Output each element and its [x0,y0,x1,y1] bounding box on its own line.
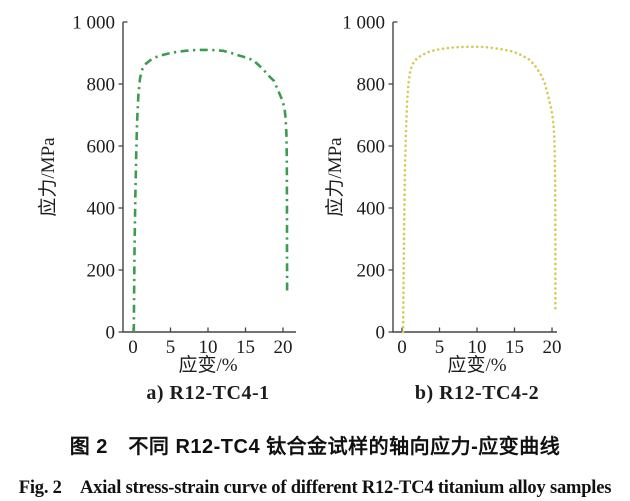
x-tick-label: 15 [505,337,524,358]
figure-caption-zh: 图 2 不同 R12-TC4 钛合金试样的轴向应力-应变曲线 [69,436,561,458]
y-tick-label: 1 000 [342,13,385,34]
subplot-b: 0 5 10 15 20 0 200 400 600 800 1 000 应变/% 应力/MPa b) R… [315,0,630,410]
curve-R12-TC4-2 [401,45,557,334]
x-tick-label: 20 [543,337,562,358]
x-tick-label: 15 [236,337,255,358]
y-tick-label: 400 [87,199,116,220]
y-tick-label: 1 000 [72,13,115,34]
x-tick-label: 10 [199,337,218,358]
y-axis-label: 应力/MPa [37,137,59,217]
figure-caption-en: Fig. 2 Axial stress-strain curve of diff… [18,478,612,498]
y-tick-label: 200 [87,261,116,282]
y-tick-label: 800 [87,75,116,96]
x-tick-label: 10 [468,337,487,358]
plots-row: 0 5 10 15 20 0 200 400 600 800 1 000 应变/% 应力/MPa a) R… [0,0,630,410]
x-tick-label: 5 [166,337,176,358]
axis-lines [122,22,296,333]
curve-R12-TC4-1 [132,48,289,333]
x-tick-label: 0 [128,337,138,358]
subplot-title: a) R12-TC4-1 [146,382,269,404]
x-tick-label: 5 [435,337,445,358]
x-axis-label: 应变/% [447,354,506,376]
y-tick-label: 200 [357,261,386,282]
y-tick-label: 0 [376,323,386,344]
x-axis-label: 应变/% [178,354,237,376]
y-tick-label: 600 [357,137,386,158]
x-tick-label: 0 [397,337,407,358]
y-axis-label: 应力/MPa [324,137,346,217]
y-tick-label: 0 [106,323,116,344]
x-tick-label: 20 [274,337,293,358]
y-tick-label: 800 [357,75,386,96]
subplot-a: 0 5 10 15 20 0 200 400 600 800 1 000 应变/% 应力/MPa a) R… [0,0,315,410]
axis-lines [392,22,557,333]
y-tick-label: 600 [87,137,116,158]
y-tick-label: 400 [357,199,386,220]
subplot-title: b) R12-TC4-2 [415,382,539,404]
